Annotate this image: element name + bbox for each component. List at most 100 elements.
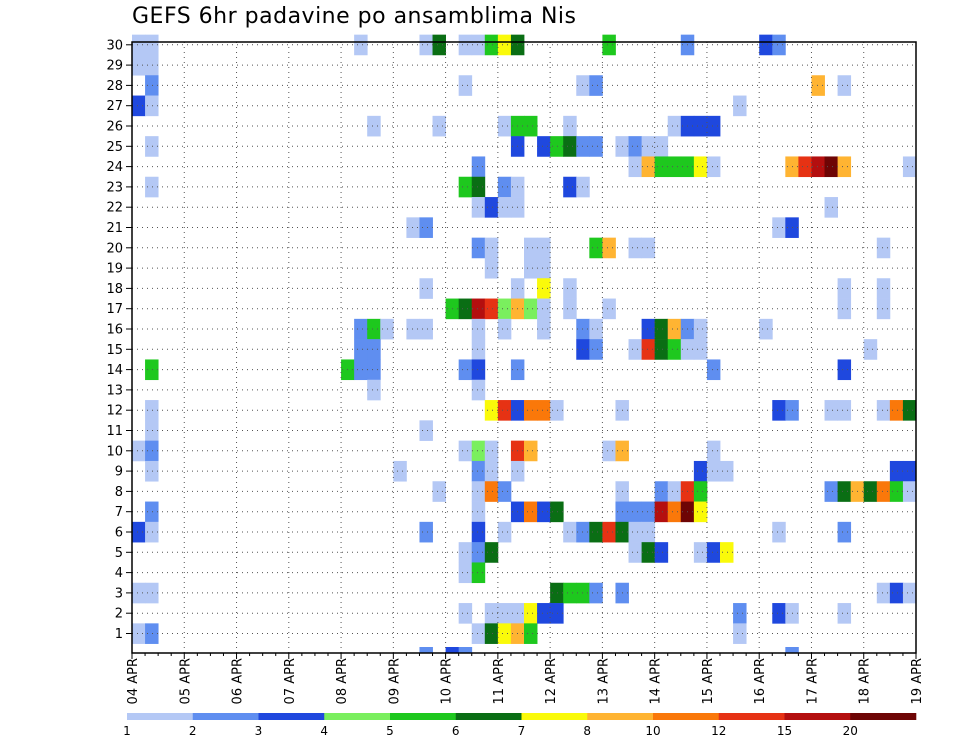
heat-cell [693, 460, 708, 482]
legend-swatch [521, 713, 588, 720]
heat-cell [876, 481, 891, 502]
heat-cell [876, 278, 891, 299]
x-tick-label: 10 APR [440, 658, 455, 704]
heat-cell [706, 115, 721, 137]
heat-cell [759, 318, 773, 340]
legend-label: 8 [583, 724, 591, 738]
x-tick-label: 19 APR [910, 658, 925, 704]
heat-cell [563, 115, 577, 137]
heat-cell [811, 75, 825, 96]
heat-cell [837, 481, 852, 502]
heat-cell [458, 603, 473, 624]
heat-cell [641, 339, 656, 360]
heat-cell [733, 623, 747, 644]
heat-cell [563, 136, 577, 157]
heat-cell [497, 623, 512, 644]
y-tick-label: 4 [115, 566, 123, 581]
heat-cell [406, 318, 420, 340]
heat-cell [550, 501, 564, 523]
heat-cell [785, 647, 799, 654]
heat-cell [471, 542, 486, 563]
heat-cell [641, 542, 656, 563]
legend-swatch [784, 713, 851, 720]
heat-cell [432, 34, 446, 56]
heat-cell [471, 298, 486, 320]
heat-cell [693, 156, 708, 178]
legend-swatch [324, 713, 391, 720]
heat-cell [589, 318, 603, 340]
legend-swatch [192, 713, 259, 720]
heat-cell [354, 318, 368, 340]
heat-cell [497, 34, 512, 56]
heat-cell [145, 521, 159, 543]
legend-swatch [455, 713, 522, 720]
heat-cell [863, 481, 878, 502]
legend-label: 5 [386, 724, 394, 738]
heat-cell [471, 481, 486, 502]
x-tick-label: 11 APR [492, 658, 507, 704]
heat-cell [772, 521, 786, 543]
heat-cell [628, 237, 642, 259]
heat-cell [132, 440, 146, 462]
y-tick-label: 3 [115, 586, 123, 601]
heat-cell [471, 501, 486, 523]
heat-cell [367, 359, 381, 381]
x-tick-label: 07 APR [283, 658, 298, 704]
x-tick-label: 14 APR [649, 658, 664, 704]
heat-cell [693, 115, 708, 137]
heat-cell [524, 298, 538, 320]
heat-cell [471, 176, 486, 198]
heat-cell [484, 481, 499, 502]
cells-layer [132, 34, 917, 654]
heat-cell [484, 542, 499, 563]
legend-label: 20 [843, 724, 858, 738]
heat-cell [589, 339, 603, 360]
y-tick-label: 29 [106, 59, 123, 74]
heat-cell [628, 521, 642, 543]
heat-cell [902, 582, 917, 604]
heat-cell [889, 460, 904, 482]
heat-cell [641, 318, 656, 340]
y-tick-label: 11 [106, 424, 123, 439]
heat-cell [537, 278, 551, 299]
y-tick-label: 7 [115, 505, 123, 520]
legend-label: 7 [518, 724, 526, 738]
heat-cell [145, 95, 159, 117]
heat-cell [419, 217, 433, 238]
y-tick-label: 23 [106, 180, 123, 195]
x-tick-label: 16 APR [753, 658, 768, 704]
heat-cell [837, 156, 852, 178]
heat-cell [889, 582, 904, 604]
heat-cell [524, 603, 538, 624]
heat-cell [524, 115, 538, 137]
heat-cell [145, 501, 159, 523]
heat-cell [458, 542, 473, 563]
heat-cell [471, 460, 486, 482]
heat-cell [354, 34, 368, 56]
heat-cell [641, 237, 656, 259]
heat-cell [902, 156, 917, 178]
heat-cell [550, 582, 564, 604]
heat-cell [706, 460, 721, 482]
heat-cell [132, 95, 146, 117]
heat-cell [458, 75, 473, 96]
heat-cell [458, 440, 473, 462]
x-tick-label: 05 APR [178, 658, 193, 704]
heat-cell [563, 521, 577, 543]
heat-cell [471, 440, 486, 462]
heat-cell [524, 237, 538, 259]
heat-cell [419, 647, 433, 654]
heat-cell [497, 481, 512, 502]
y-tick-label: 26 [106, 120, 123, 135]
y-tick-label: 1 [115, 627, 123, 642]
heat-cell [132, 34, 146, 56]
heat-cell [432, 115, 446, 137]
heat-cell [876, 237, 891, 259]
y-tick-label: 10 [106, 444, 123, 459]
heat-cell [667, 501, 682, 523]
heat-cell [550, 400, 564, 421]
legend-swatch [850, 713, 917, 720]
heat-cell [537, 501, 551, 523]
heat-cell [419, 420, 433, 441]
heat-cell [484, 460, 499, 482]
